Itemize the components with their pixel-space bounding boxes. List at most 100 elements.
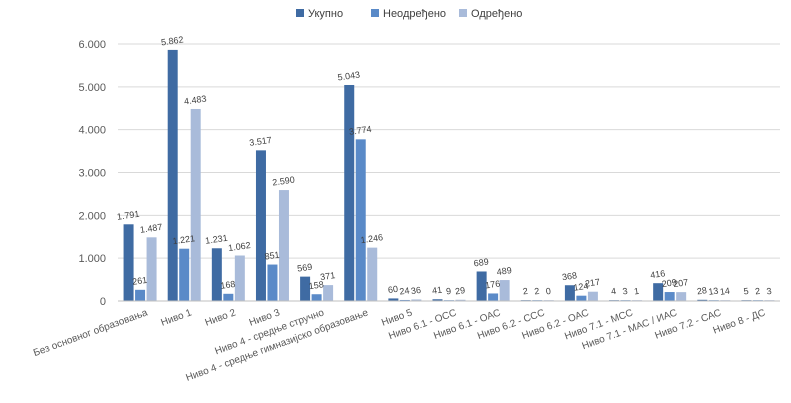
bar	[411, 299, 422, 301]
bar	[488, 293, 499, 301]
data-label: 489	[496, 265, 512, 277]
legend-swatch	[371, 9, 379, 17]
data-label: 124	[573, 281, 589, 293]
x-tick-label: Без основног образовања	[32, 306, 150, 359]
y-tick-label: 6.000	[78, 39, 106, 51]
y-tick-label: 5.000	[78, 82, 106, 94]
data-label: 29	[454, 285, 465, 296]
data-label: 209	[661, 277, 677, 289]
bar	[167, 49, 178, 302]
bar	[190, 108, 201, 301]
data-label: 60	[387, 284, 398, 295]
data-label: 28	[696, 285, 707, 296]
legend-label: Одређено	[471, 8, 522, 20]
data-label: 368	[561, 270, 577, 282]
data-label: 14	[719, 286, 730, 297]
legend: Укупно Неодређено Одређено	[296, 8, 522, 20]
data-label: 689	[473, 257, 489, 269]
data-label: 3.774	[348, 124, 372, 137]
y-tick-label: 4.000	[78, 125, 106, 137]
bar	[234, 255, 245, 301]
data-label: 1	[633, 286, 639, 297]
data-label: 5	[743, 286, 749, 297]
bar	[344, 84, 355, 301]
data-label: 1.221	[172, 233, 196, 246]
data-label: 207	[673, 277, 689, 289]
legend-label: Неодређено	[383, 8, 446, 20]
bars	[123, 49, 775, 302]
bar	[211, 248, 222, 301]
data-label: 4.483	[183, 93, 207, 106]
gridlines	[118, 43, 780, 259]
data-label: 217	[584, 277, 600, 289]
y-tick-label: 2.000	[78, 210, 106, 222]
data-label: 2	[534, 286, 540, 297]
x-tick-label: Ниво 1	[159, 307, 193, 328]
y-tick-label: 1.000	[78, 253, 106, 265]
data-label: 2.590	[272, 175, 296, 188]
bar	[564, 285, 575, 301]
data-label: 416	[650, 268, 666, 280]
bar	[367, 247, 378, 301]
data-label: 371	[320, 270, 336, 282]
data-label: 1.791	[116, 209, 140, 222]
bar	[476, 271, 487, 301]
data-label: 0	[545, 286, 551, 297]
data-label: 158	[308, 279, 324, 291]
data-label: 24	[399, 285, 410, 296]
data-label: 5.862	[160, 34, 184, 47]
data-label: 3.517	[249, 135, 273, 148]
data-label: 1.487	[139, 222, 163, 235]
bar	[499, 280, 510, 301]
data-label: 1.231	[205, 233, 229, 246]
bar	[300, 276, 311, 301]
data-label: 1.246	[360, 232, 384, 245]
x-tick-label: Ниво 2	[204, 307, 238, 328]
data-label: 3	[766, 286, 772, 297]
bar	[355, 139, 366, 301]
legend-label: Укупно	[308, 8, 343, 20]
bar	[223, 293, 234, 301]
y-tick-label: 3.000	[78, 168, 106, 180]
bar	[311, 294, 322, 301]
data-label: 176	[485, 278, 501, 290]
y-axis: 0 1.000 2.000 3.000 4.000 5.000 6.000	[78, 39, 106, 308]
bar	[146, 237, 157, 301]
data-label: 4	[610, 286, 616, 297]
bar	[388, 298, 399, 301]
x-axis: Без основног образовања Ниво 1 Ниво 2 Ниво …	[32, 300, 780, 384]
bar	[179, 248, 190, 301]
data-label: 569	[297, 262, 313, 274]
bar	[676, 292, 687, 301]
data-label: 851	[264, 250, 280, 262]
data-label: 3	[622, 286, 628, 297]
bar	[576, 295, 587, 301]
data-label: 41	[431, 285, 442, 296]
bar	[587, 291, 598, 301]
bar	[135, 289, 146, 301]
bar	[455, 299, 466, 301]
bar	[255, 150, 266, 301]
bar	[323, 285, 334, 301]
bar	[432, 299, 443, 301]
data-label: 13	[708, 286, 719, 297]
data-label: 1.062	[228, 240, 252, 253]
bar	[278, 190, 289, 301]
bar	[664, 292, 675, 301]
bar	[697, 299, 708, 301]
bar	[399, 299, 410, 301]
data-label: 168	[220, 279, 236, 291]
bar	[123, 224, 134, 301]
data-label: 261	[132, 275, 148, 287]
data-label: 2	[522, 286, 528, 297]
legend-swatch	[296, 9, 304, 17]
y-tick-label: 0	[100, 296, 106, 308]
bar	[267, 264, 278, 301]
data-label: 2	[754, 286, 760, 297]
data-label: 5.043	[337, 70, 361, 83]
data-labels: 1.791 261 1.487 5.862 1.221 4.483 1.231 168 1.06…	[116, 34, 772, 296]
data-label: 36	[410, 285, 421, 296]
legend-swatch	[459, 9, 467, 17]
bar	[653, 283, 664, 301]
